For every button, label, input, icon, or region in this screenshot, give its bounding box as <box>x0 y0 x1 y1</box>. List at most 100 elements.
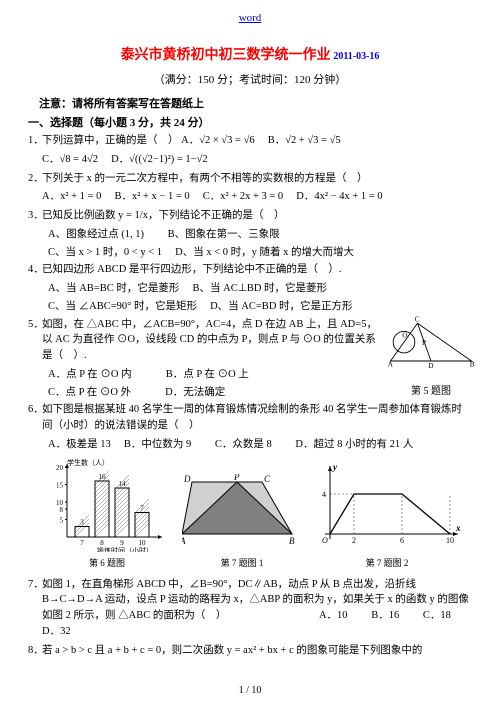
svg-text:P: P <box>233 474 240 482</box>
title-date: 2011-03-16 <box>333 51 379 62</box>
func-caption: 第 7 题图 2 <box>312 557 462 571</box>
q5-num: 5． <box>28 317 44 333</box>
q6-num: 6． <box>28 402 44 418</box>
svg-text:10: 10 <box>139 539 147 547</box>
q4: 4． 已知四边形 ABCD 是平行四边形，下列结论中不正确的是（ ）. <box>28 262 472 278</box>
svg-text:10: 10 <box>56 499 64 507</box>
q3-A: A、图象经过点 (1, 1) <box>48 229 144 240</box>
q2: 2． 下列关于 x 的一元二次方程中，有两个不相等的实数根的方程是（ ） <box>28 171 472 187</box>
svg-text:6: 6 <box>400 536 404 545</box>
q5-B: B．点 P 在 ⊙O 上 <box>166 369 249 380</box>
q5-D: D．无法确定 <box>165 387 225 398</box>
top-link[interactable]: word <box>28 10 472 27</box>
svg-text:16: 16 <box>99 473 107 481</box>
q5: 5． 如图，在 △ABC 中，∠ACB=90°，AC=4，点 D 在边 AB 上… <box>28 317 472 364</box>
svg-text:8: 8 <box>60 506 64 514</box>
svg-text:4: 4 <box>322 490 326 499</box>
bar-chart: 5810152037168149710学生数（人）锻炼时间（小时） 第 6 题图 <box>42 457 172 571</box>
svg-text:x: x <box>455 523 461 533</box>
q2-num: 2． <box>28 171 44 187</box>
section-head: 一、选择题（每小题 3 分，共 24 分） <box>28 115 472 132</box>
q4-stem: 已知四边形 ABCD 是平行四边形，下列结论中不正确的是（ ）. <box>42 264 342 275</box>
q7-C: C．18 <box>423 610 451 621</box>
q7-num: 7． <box>28 577 44 593</box>
q1-D: D．√((√2−1)²) = 1−√2 <box>111 154 208 165</box>
figures-row: 5810152037168149710学生数（人）锻炼时间（小时） 第 6 题图… <box>42 457 472 571</box>
q8-stem: 若 a > b > c 且 a + b + c = 0，则二次函数 y = ax… <box>42 645 422 656</box>
svg-text:5: 5 <box>60 516 64 524</box>
svg-text:D: D <box>183 474 191 484</box>
q1-stem: 下列运算中，正确的是（ ） <box>42 135 179 146</box>
q1-C: C．√8 = 4√2 <box>42 154 98 165</box>
svg-text:20: 20 <box>56 464 64 472</box>
q7: 7． 如图 1，在直角梯形 ABCD 中，∠B=90°，DC∥AB，动点 P 从… <box>28 577 472 640</box>
svg-text:7: 7 <box>80 539 84 547</box>
svg-text:7: 7 <box>140 504 144 512</box>
q3-C: C、当 x > 1 时，0 < y < 1 <box>48 247 162 258</box>
q6-C: C．众数是 8 <box>215 439 272 450</box>
bar-caption: 第 6 题图 <box>42 557 172 571</box>
svg-text:O: O <box>322 536 328 545</box>
q2-D: D．4x² − 4x + 1 = 0 <box>296 191 382 202</box>
q2-C: C．x² + 2x + 3 = 0 <box>203 191 283 202</box>
q6: 6． 如下图是根据某班 40 名学生一周的体育锻炼情况绘制的条形 40 名学生一… <box>28 402 472 434</box>
q6-B: B．中位数为 9 <box>124 439 191 450</box>
q8: 8． 若 a > b > c 且 a + b + c = 0，则二次函数 y =… <box>28 643 472 659</box>
q2-A: A．x² + 1 = 0 <box>42 191 101 202</box>
svg-text:2: 2 <box>352 536 356 545</box>
svg-text:10: 10 <box>446 536 454 545</box>
q6-opts: A．极差是 13 B．中位数为 9 C．众数是 8 D．超过 8 小时的有 21… <box>28 437 472 453</box>
q7-B: B．16 <box>371 610 399 621</box>
q6-D: D．超过 8 小时的有 21 人 <box>295 439 413 450</box>
q1-B: B．√2 + √3 = √5 <box>268 135 341 146</box>
q6-stem: 如下图是根据某班 40 名学生一周的体育锻炼情况绘制的条形 40 名学生一周参加… <box>42 404 462 431</box>
svg-text:锻炼时间（小时）: 锻炼时间（小时） <box>97 546 153 552</box>
q4-D: D、当 AC=BD 时，它是正方形 <box>210 301 352 312</box>
page-footer: 1 / 10 <box>0 683 500 698</box>
notice: 注意：请将所有答案写在答题纸上 <box>28 96 472 113</box>
q5-stem: 如图，在 △ABC 中，∠ACB=90°，AC=4，点 D 在边 AB 上，且 … <box>42 319 377 362</box>
q3-B: B、图象在第一、三象限 <box>168 229 280 240</box>
q4-C: C、当 ∠ABC=90° 时，它是矩形 <box>48 301 197 312</box>
q3-r2: C、当 x > 1 时，0 < y < 1 D、当 x < 0 时，y 随着 x… <box>28 245 472 261</box>
trap-caption: 第 7 题图 1 <box>182 557 302 571</box>
svg-text:A: A <box>182 536 186 546</box>
svg-text:学生数（人）: 学生数（人） <box>67 458 109 467</box>
q5-C: C．点 P 在 ⊙O 外 <box>48 387 131 398</box>
q4-num: 4． <box>28 262 44 278</box>
q7-A: A．10 <box>319 610 348 621</box>
q5-caption: 第 5 题图 <box>386 384 476 399</box>
q3-D: D、当 x < 0 时，y 随着 x 的增大而增大 <box>175 247 354 258</box>
subtitle: （满分：150 分；考试时间：120 分钟） <box>28 72 472 89</box>
svg-text:9: 9 <box>120 539 124 547</box>
q6-A: A．极差是 13 <box>48 439 111 450</box>
doc-title: 泰兴市黄桥初中初三数学统一作业 2011-03-16 <box>28 45 472 66</box>
q4-r1: A、当 AB=BC 时，它是菱形 B、当 AC⊥BD 时，它是菱形 <box>28 281 472 297</box>
q1-opts2: C．√8 = 4√2 D．√((√2−1)²) = 1−√2 <box>28 152 472 168</box>
q7-D: D．32 <box>42 626 71 637</box>
q2-stem: 下列关于 x 的一元二次方程中，有两个不相等的实数根的方程是（ ） <box>42 173 368 184</box>
q1-num: 1． <box>28 133 44 149</box>
q2-B: B．x² + x − 1 = 0 <box>114 191 189 202</box>
svg-text:3: 3 <box>80 518 84 526</box>
q5-A: A．点 P 在 ⊙O 内 <box>48 369 132 380</box>
trapezoid-fig: A B C D P 第 7 题图 1 <box>182 474 302 571</box>
q4-A: A、当 AB=BC 时，它是菱形 <box>48 283 179 294</box>
q1: 1． 下列运算中，正确的是（ ） A．√2 × √3 = √6 B．√2 + √… <box>28 133 472 149</box>
title-main: 泰兴市黄桥初中初三数学统一作业 <box>121 48 331 63</box>
svg-text:y: y <box>332 462 338 472</box>
svg-text:15: 15 <box>56 481 64 489</box>
svg-text:C: C <box>264 474 271 484</box>
func-graph: 2 6 10 4 Ox y 第 7 题图 2 <box>312 462 462 571</box>
q4-B: B、当 AC⊥BD 时，它是菱形 <box>192 283 327 294</box>
q1-A: A．√2 × √3 = √6 <box>181 135 254 146</box>
q3-stem: 已知反比例函数 y = 1/x，下列结论不正确的是（ ） <box>42 210 284 221</box>
svg-text:B: B <box>289 536 295 546</box>
svg-text:14: 14 <box>119 480 127 488</box>
svg-text:8: 8 <box>100 539 104 547</box>
q8-num: 8． <box>28 643 44 659</box>
q3: 3． 已知反比例函数 y = 1/x，下列结论不正确的是（ ） <box>28 208 472 224</box>
q2-opts: A．x² + 1 = 0 B．x² + x − 1 = 0 C．x² + 2x … <box>28 189 472 205</box>
q3-r1: A、图象经过点 (1, 1) B、图象在第一、三象限 <box>28 227 472 243</box>
q3-num: 3． <box>28 208 44 224</box>
